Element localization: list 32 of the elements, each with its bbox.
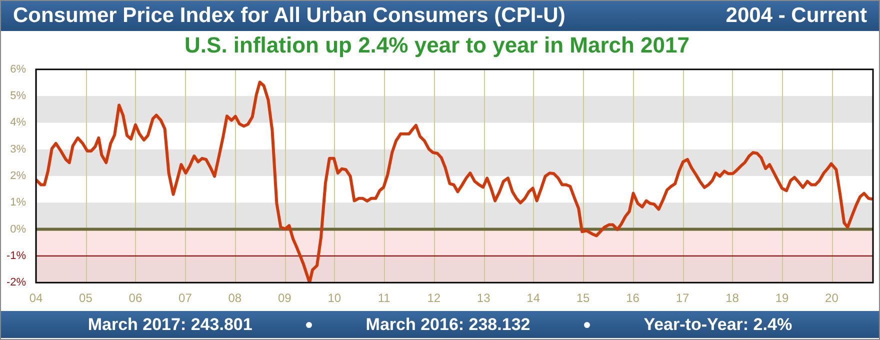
x-tick-label: 17 (676, 291, 690, 306)
x-tick-label: 11 (378, 291, 391, 306)
y-tick-label: -1% (6, 250, 26, 262)
x-tick-label: 05 (79, 291, 93, 306)
text: March 2017: 243.801 (88, 314, 252, 334)
x-tick-label: 19 (775, 291, 789, 306)
x-tick-label: 14 (526, 291, 540, 306)
y-tick-label: 6% (10, 63, 26, 76)
x-tick-label: 09 (278, 291, 292, 306)
text: 2004 - Current (726, 4, 867, 28)
y-tick-label: -2% (6, 276, 26, 289)
text: March 2016: 238.132 (366, 314, 530, 334)
chart-title: Consumer Price Index for All Urban Consumers (CPI-U) (13, 4, 566, 28)
x-tick-label: 07 (178, 291, 192, 306)
text: Year-to-Year: 2.4% (644, 314, 792, 334)
x-tick-label: 13 (476, 291, 491, 306)
x-tick-label: 10 (328, 291, 342, 306)
x-tick-label: 06 (128, 291, 142, 306)
x-tick-label: 16 (626, 291, 640, 306)
x-tick-label: 12 (427, 291, 441, 306)
x-tick-label: 15 (576, 291, 590, 306)
x-tick-label: 08 (228, 291, 242, 306)
x-tick-label: 20 (825, 291, 839, 306)
y-tick-label: 4% (10, 116, 26, 129)
y-tick-label: 1% (10, 196, 26, 209)
x-tick-label: 04 (29, 291, 43, 306)
y-tick-label: 5% (10, 90, 26, 102)
y-tick-label: 3% (10, 143, 26, 156)
x-tick-label: 18 (726, 291, 740, 306)
chart-subtitle: U.S. inflation up 2.4% year to year in March 2017 (184, 32, 690, 58)
y-tick-label: 2% (10, 170, 26, 182)
y-tick-label: 0% (10, 223, 26, 236)
